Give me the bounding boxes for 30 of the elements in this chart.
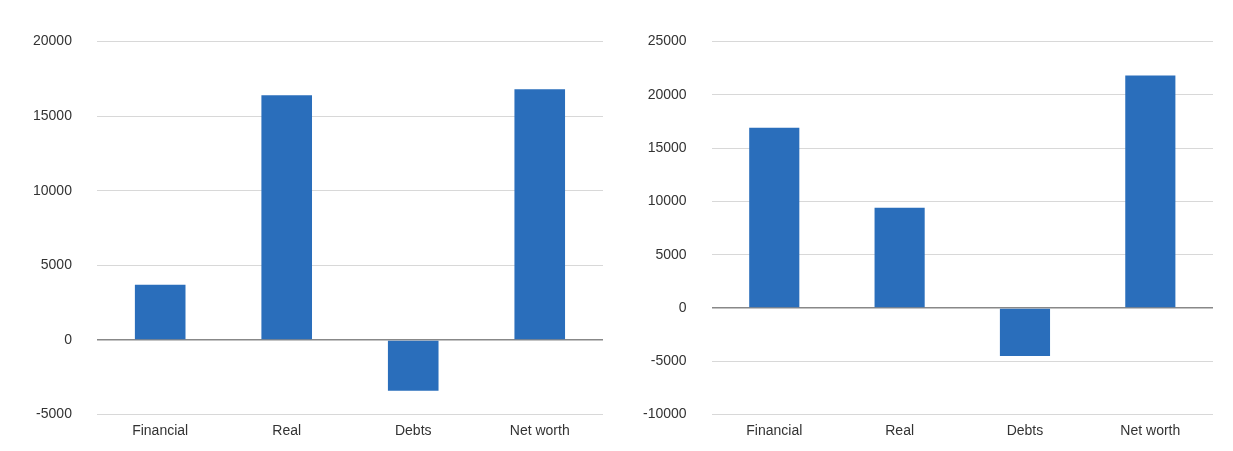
y-tick-label: 20000 [647,85,687,102]
y-tick-label: 20000 [32,32,73,49]
y-tick-label: -5000 [36,405,73,422]
bar [749,127,800,308]
bar [514,89,566,340]
y-tick-label: 15000 [32,106,73,123]
y-tick-label: 5000 [40,256,73,273]
y-tick-label: 10000 [647,192,687,209]
bar [387,340,439,391]
y-tick-label: -10000 [643,405,687,422]
x-tick-label: Net worth [1120,421,1181,438]
y-tick-label: 0 [64,330,73,347]
y-tick-label: 10000 [32,181,73,198]
x-tick-label: Financial [746,421,803,438]
bar [1125,75,1176,308]
x-tick-label: Debts [394,421,432,438]
bar [261,95,313,340]
y-tick-label: 0 [678,298,687,315]
bar [134,284,186,340]
x-tick-label: Real [885,421,915,438]
bar [999,308,1051,356]
x-tick-label: Debts [1006,421,1044,438]
y-tick-label: 5000 [655,245,687,262]
x-tick-label: Real [272,421,302,438]
x-tick-label: Net worth [509,421,570,438]
y-tick-label: -5000 [650,352,687,369]
x-tick-label: Financial [132,421,189,438]
y-tick-label: 15000 [647,138,687,155]
y-tick-label: 25000 [647,32,687,49]
bar [874,207,925,308]
